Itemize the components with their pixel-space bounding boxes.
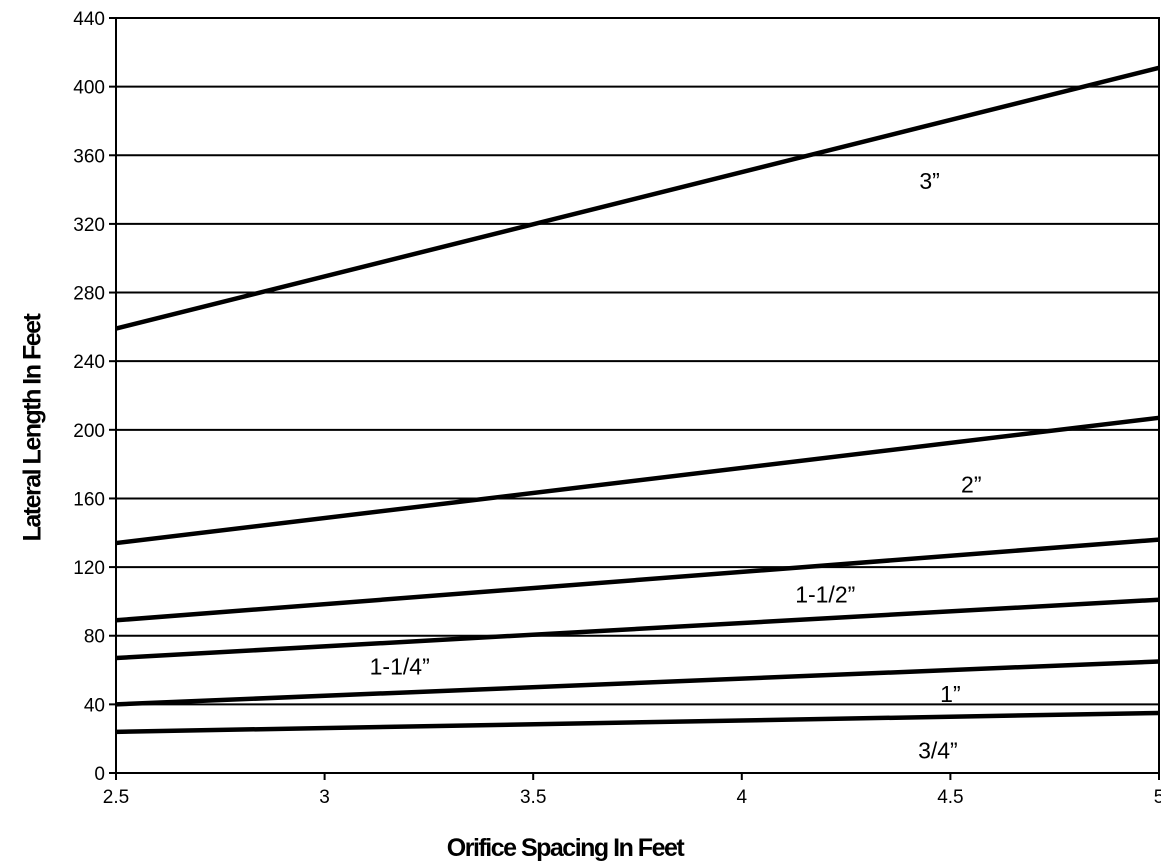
y-tick-label: 0 — [94, 764, 105, 785]
series-label: 1” — [940, 681, 960, 707]
series-line — [115, 659, 1160, 707]
series-line — [115, 65, 1160, 331]
y-axis-ticks: 0 40 80 120 160 200 240 280 320 360 400 440 — [73, 9, 116, 785]
x-tick-label: 3 — [319, 787, 330, 808]
x-tick-label: 4.5 — [937, 787, 963, 808]
y-tick-label: 160 — [73, 489, 105, 510]
plot-frame — [115, 17, 1160, 774]
y-tick-label: 360 — [73, 146, 105, 167]
x-axis-title: Orifice Spacing In Feet — [447, 834, 686, 862]
grid — [116, 17, 1159, 774]
y-tick-label: 200 — [73, 421, 105, 442]
x-tick-label: 5 — [1154, 787, 1161, 808]
series-label: 1-1/4” — [370, 654, 430, 680]
y-tick-label: 240 — [73, 352, 105, 373]
y-tick-label: 320 — [73, 215, 105, 236]
y-axis-title: Lateral Length In Feet — [19, 312, 47, 541]
y-tick-label: 80 — [84, 627, 105, 648]
series-label: 2” — [961, 472, 981, 498]
series-line — [115, 710, 1160, 735]
series-label: 3/4” — [918, 738, 958, 764]
y-tick-label: 40 — [84, 695, 105, 716]
series-line — [115, 415, 1160, 546]
series-line — [115, 597, 1160, 661]
y-tick-label: 280 — [73, 284, 105, 305]
series-label: 3” — [919, 168, 939, 194]
y-tick-label: 400 — [73, 78, 105, 99]
x-tick-label: 3.5 — [520, 787, 546, 808]
x-tick-label: 4 — [737, 787, 748, 808]
series-line — [115, 537, 1160, 623]
y-tick-label: 440 — [73, 9, 105, 30]
series-label: 1-1/2” — [795, 582, 855, 608]
series-labels: 3” 2” 1-1/2” 1-1/4” 1” 3/4” — [370, 168, 982, 764]
x-tick-label: 2.5 — [103, 787, 129, 808]
x-axis-ticks: 2.5 3 3.5 4 4.5 5 — [103, 773, 1161, 808]
y-tick-label: 120 — [73, 558, 105, 579]
series-lines — [115, 65, 1160, 735]
